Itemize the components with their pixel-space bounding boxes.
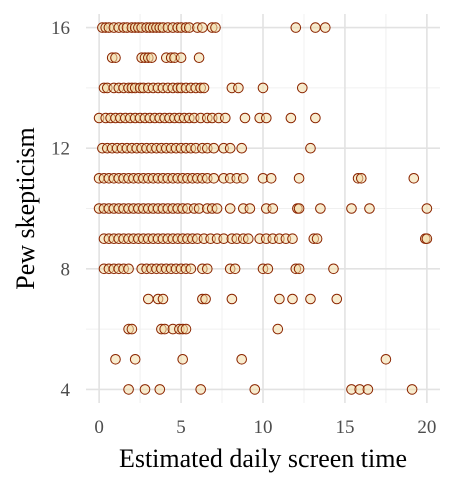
data-point: [129, 354, 141, 365]
data-point: [229, 263, 241, 275]
y-tick-label: 12: [51, 139, 70, 160]
data-point: [346, 203, 357, 214]
data-point: [293, 173, 305, 184]
data-point: [226, 293, 238, 305]
data-point: [249, 384, 261, 395]
data-point: [320, 22, 331, 33]
data-point: [305, 293, 316, 305]
data-point: [274, 293, 285, 305]
data-point: [193, 52, 205, 64]
x-tick-label: 5: [176, 417, 186, 438]
data-point: [208, 173, 220, 184]
data-point: [224, 203, 236, 214]
data-point: [362, 384, 374, 395]
y-tick-label: 8: [61, 259, 71, 280]
data-point: [197, 22, 208, 33]
data-point: [406, 384, 418, 395]
data-point: [224, 142, 236, 154]
data-point: [293, 203, 305, 214]
data-point: [244, 203, 256, 214]
data-point: [293, 263, 305, 275]
data-point: [198, 82, 210, 94]
data-point: [262, 263, 274, 275]
data-point: [311, 233, 323, 244]
data-point: [210, 22, 221, 33]
data-point: [220, 112, 231, 124]
data-point: [110, 52, 121, 64]
data-point: [143, 293, 154, 305]
data-point: [421, 233, 433, 244]
data-point: [185, 263, 197, 275]
data-point: [211, 203, 223, 214]
data-point: [297, 82, 308, 94]
x-tick-label: 20: [417, 417, 436, 438]
x-axis-tick-labels: 0 5 10 15 20: [94, 417, 436, 438]
data-point: [239, 112, 251, 124]
data-point: [310, 112, 321, 124]
data-point: [123, 384, 134, 395]
data-point: [139, 384, 151, 395]
data-point: [146, 52, 157, 64]
data-point: [305, 142, 316, 154]
data-point: [257, 82, 269, 94]
data-point: [265, 173, 277, 184]
data-point: [287, 293, 298, 305]
data-point: [310, 22, 321, 33]
data-point: [157, 293, 169, 305]
data-point: [236, 354, 247, 365]
data-point: [202, 263, 213, 275]
data-point: [267, 203, 279, 214]
data-point: [364, 203, 375, 214]
data-point: [421, 203, 433, 214]
data-point: [126, 323, 138, 335]
y-axis-tick-labels: 4 8 12 16: [51, 18, 71, 401]
data-point: [356, 173, 367, 184]
data-point: [233, 82, 244, 94]
data-point: [236, 142, 247, 154]
data-point: [200, 293, 211, 305]
x-axis-title: Estimated daily screen time: [119, 444, 407, 473]
x-tick-label: 15: [335, 417, 354, 438]
data-point: [261, 112, 272, 124]
data-point: [123, 263, 134, 275]
data-point: [208, 142, 220, 154]
y-tick-label: 4: [61, 380, 71, 401]
data-point: [328, 263, 339, 275]
data-point: [238, 173, 249, 184]
data-points: [93, 22, 433, 395]
data-point: [290, 22, 302, 33]
data-point: [177, 354, 188, 365]
data-point: [380, 354, 392, 365]
data-point: [331, 293, 343, 305]
y-axis-title: Pew skepticism: [11, 127, 40, 290]
data-point: [285, 112, 297, 124]
x-tick-label: 10: [254, 417, 273, 438]
data-point: [110, 354, 121, 365]
data-point: [408, 173, 420, 184]
data-point: [175, 52, 187, 64]
data-point: [180, 323, 192, 335]
y-tick-label: 16: [51, 18, 70, 39]
data-point: [195, 384, 206, 395]
data-point: [287, 233, 298, 244]
data-point: [315, 203, 326, 214]
data-point: [272, 323, 284, 335]
data-point: [243, 233, 254, 244]
x-tick-label: 0: [94, 417, 104, 438]
data-point: [154, 384, 166, 395]
